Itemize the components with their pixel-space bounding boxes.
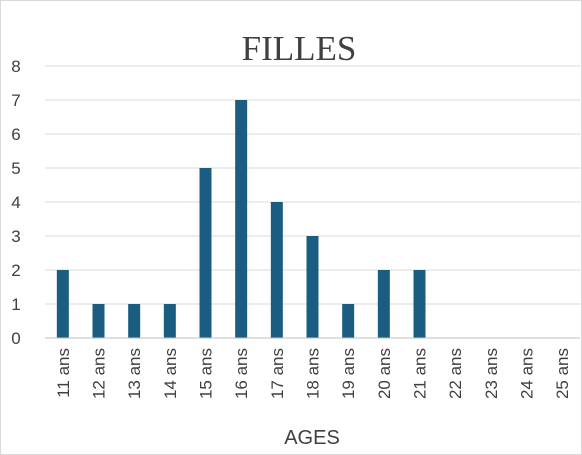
y-tick-label: 0: [11, 329, 20, 348]
x-tick-label: 24 ans: [518, 348, 537, 399]
bar: [56, 270, 69, 338]
y-tick-label: 8: [11, 57, 20, 76]
y-tick-label: 6: [11, 125, 20, 144]
bar: [270, 202, 283, 338]
x-tick-label: 13 ans: [125, 348, 144, 399]
x-tick-label: 19 ans: [339, 348, 358, 399]
bar: [306, 236, 319, 338]
x-tick-label: 16 ans: [232, 348, 251, 399]
y-tick-label: 3: [11, 227, 20, 246]
x-tick-label: 18 ans: [304, 348, 323, 399]
y-tick-label: 2: [11, 261, 20, 280]
x-axis-ticks: 11 ans 12 ans 13 ans 14 ans 15 ans 16 ans 17 a…: [54, 348, 572, 399]
x-tick-label: 20 ans: [375, 348, 394, 399]
chart-title: FILLES: [242, 29, 357, 68]
x-tick-label: 17 ans: [268, 348, 287, 399]
bar: [128, 304, 141, 338]
x-tick-label: 15 ans: [197, 348, 216, 399]
x-axis-label: AGES: [284, 427, 340, 449]
bar: [342, 304, 355, 338]
bar: [413, 270, 426, 338]
x-tick-label: 21 ans: [411, 348, 430, 399]
bar: [199, 168, 212, 338]
x-tick-label: 12 ans: [90, 348, 109, 399]
x-tick-label: 25 ans: [553, 348, 572, 399]
bar: [235, 100, 248, 338]
y-tick-label: 5: [11, 159, 20, 178]
x-tick-label: 14 ans: [161, 348, 180, 399]
bar: [377, 270, 390, 338]
y-axis-ticks: 0 1 2 3 4 5 6 7 8: [11, 57, 20, 348]
bars: [56, 100, 426, 338]
bar: [92, 304, 105, 338]
y-tick-label: 1: [11, 295, 20, 314]
x-tick-label: 22 ans: [446, 348, 465, 399]
x-tick-label: 11 ans: [54, 348, 73, 398]
y-tick-label: 4: [11, 193, 20, 212]
x-tick-label: 23 ans: [482, 348, 501, 399]
y-tick-label: 7: [11, 91, 20, 110]
bar: [163, 304, 176, 338]
